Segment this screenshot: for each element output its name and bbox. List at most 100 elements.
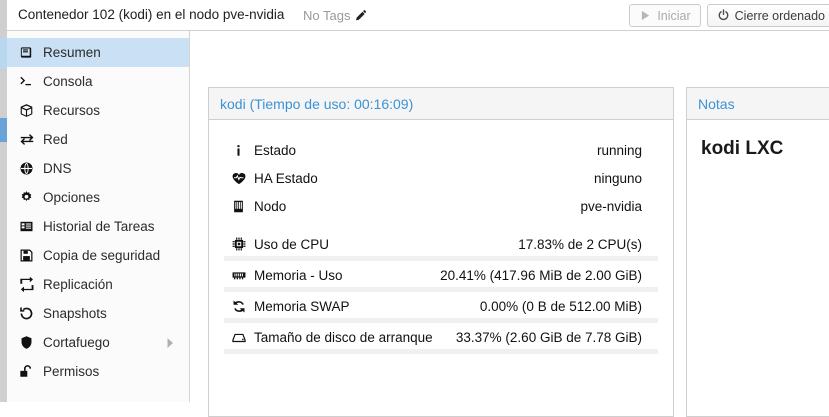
status-row-left: Nodo	[231, 199, 286, 214]
status-row-value: 0.00% (0 B de 512.00 MiB)	[479, 298, 642, 314]
sidebar-item-label: Snapshots	[43, 306, 107, 321]
sidebar-item-label: Resumen	[43, 45, 101, 60]
sidebar-item-consola[interactable]: Consola	[7, 67, 189, 96]
notes-panel-body[interactable]: kodi LXC	[687, 120, 829, 416]
shield-icon	[19, 335, 39, 350]
disk-usage-bar-track	[224, 349, 658, 354]
cpu-usage-bar-track	[224, 256, 658, 261]
status-row-ha-estado: HA Estado ninguno	[219, 164, 663, 192]
status-panel-title: kodi (Tiempo de uso: 00:16:09)	[209, 88, 673, 120]
sidebar-item-label: Red	[43, 132, 68, 147]
memory-icon	[231, 269, 246, 281]
sidebar-item-copia-de-seguridad[interactable]: Copia de seguridad	[7, 241, 189, 270]
sidebar-item-label: Historial de Tareas	[43, 219, 155, 234]
power-icon	[717, 9, 730, 22]
sidebar-item-label: Opciones	[43, 190, 101, 205]
book-icon	[19, 45, 39, 60]
notes-content-area: kodi LXC	[687, 120, 829, 160]
sidebar-item-permisos[interactable]: Permisos	[7, 357, 189, 386]
chevron-right-icon	[166, 337, 175, 348]
rail-accent-selected	[0, 38, 7, 69]
server-icon	[231, 200, 246, 213]
sidebar-item-cortafuego[interactable]: Cortafuego	[7, 328, 189, 357]
status-row-label: Estado	[254, 142, 297, 158]
unlock-icon	[19, 364, 39, 379]
sidebar-item-label: Replicación	[43, 277, 113, 292]
status-row-left: Estado	[231, 143, 296, 158]
left-rail	[0, 0, 7, 402]
shutdown-button-label: Cierre ordenado	[734, 8, 825, 23]
tags-label: No Tags	[303, 8, 351, 23]
start-button-label: Iniciar	[657, 8, 691, 23]
heartbeat-icon	[231, 172, 246, 185]
status-row-nodo: Nodo pve-nvidia	[219, 192, 663, 220]
status-list-spacer	[219, 220, 663, 230]
sidebar-item-opciones[interactable]: Opciones	[7, 183, 189, 212]
status-row-left: Memoria SWAP	[231, 299, 350, 314]
status-row-label: Memoria SWAP	[254, 298, 350, 314]
sidebar-item-dns[interactable]: DNS	[7, 154, 189, 183]
content-area: kodi (Tiempo de uso: 00:16:09) Estado	[190, 32, 829, 417]
sidebar-item-label: Cortafuego	[43, 335, 110, 350]
sidebar-item-label: Recursos	[43, 103, 101, 118]
sidebar-item-label: DNS	[43, 161, 72, 176]
status-row-left: Memoria - Uso	[231, 268, 343, 283]
globe-icon	[19, 161, 39, 176]
page-title: Contenedor 102 (kodi) en el nodo pve-nvi…	[18, 7, 285, 22]
status-row-value: 17.83% de 2 CPU(s)	[518, 236, 642, 252]
sidebar-item-resumen[interactable]: Resumen	[7, 38, 189, 67]
status-panel: kodi (Tiempo de uso: 00:16:09) Estado	[208, 87, 674, 417]
status-row-label: Tamaño de disco de arranque	[254, 329, 433, 345]
status-row-label: HA Estado	[254, 170, 318, 186]
sidebar-item-replicacion[interactable]: Replicación	[7, 270, 189, 299]
disk-icon	[231, 332, 246, 343]
sidebar-item-label: Copia de seguridad	[43, 248, 161, 263]
sidebar-item-label: Consola	[43, 74, 93, 89]
pencil-icon[interactable]	[355, 9, 368, 22]
topbar-buttons: Iniciar Cierre ordenado	[629, 4, 829, 27]
list-icon	[19, 219, 39, 234]
shutdown-button[interactable]: Cierre ordenado	[706, 4, 829, 27]
status-panel-body: Estado running HA Estad	[209, 120, 673, 416]
status-row-value: ninguno	[593, 170, 642, 186]
notes-content: kodi LXC	[701, 138, 784, 159]
cube-icon	[19, 103, 39, 118]
status-row-left: Uso de CPU	[231, 237, 329, 252]
status-row-label: Uso de CPU	[254, 236, 330, 252]
network-arrows-icon	[19, 132, 39, 147]
swap-icon	[231, 300, 246, 313]
gear-icon	[19, 190, 39, 205]
status-row-label: Nodo	[254, 198, 287, 214]
floppy-icon	[19, 248, 39, 263]
swap-usage-bar-track	[224, 318, 658, 323]
sidebar: Resumen Consola Recursos	[7, 31, 190, 402]
sidebar-item-label: Permisos	[43, 364, 100, 379]
topbar: Contenedor 102 (kodi) en el nodo pve-nvi…	[0, 0, 829, 31]
notes-panel: Notas kodi LXC	[686, 87, 829, 417]
status-row-value: 33.37% (2.60 GiB de 7.78 GiB)	[455, 329, 642, 345]
rail-accent-marker	[0, 118, 7, 142]
status-row-left: Tamaño de disco de arranque	[231, 330, 433, 345]
status-row-label: Memoria - Uso	[254, 267, 343, 283]
status-row-value: pve-nvidia	[580, 198, 642, 214]
sidebar-item-red[interactable]: Red	[7, 125, 189, 154]
status-row-uso-de-cpu: Uso de CPU 17.83% de 2 CPU(s)	[219, 230, 663, 261]
sidebar-item-historial-de-tareas[interactable]: Historial de Tareas	[7, 212, 189, 241]
info-icon	[231, 144, 246, 157]
status-row-tamano-de-disco-de-arranque: Tamaño de disco de arranque 33.37% (2.60…	[219, 323, 663, 354]
sidebar-item-recursos[interactable]: Recursos	[7, 96, 189, 125]
status-row-left: HA Estado	[231, 171, 318, 186]
cpu-icon	[231, 237, 246, 251]
start-button[interactable]: Iniciar	[629, 4, 701, 27]
notes-panel-title: Notas	[687, 88, 829, 120]
history-icon	[19, 306, 39, 321]
status-row-memoria-swap: Memoria SWAP 0.00% (0 B de 512.00 MiB)	[219, 292, 663, 323]
status-list: Estado running HA Estad	[209, 120, 673, 354]
memory-usage-bar-track	[224, 287, 658, 292]
status-row-value: 20.41% (417.96 MiB de 2.00 GiB)	[440, 267, 642, 283]
status-row-memoria-uso: Memoria - Uso 20.41% (417.96 MiB de 2.00…	[219, 261, 663, 292]
sidebar-item-snapshots[interactable]: Snapshots	[7, 299, 189, 328]
tags-area[interactable]: No Tags	[303, 8, 368, 23]
terminal-icon	[19, 74, 39, 89]
